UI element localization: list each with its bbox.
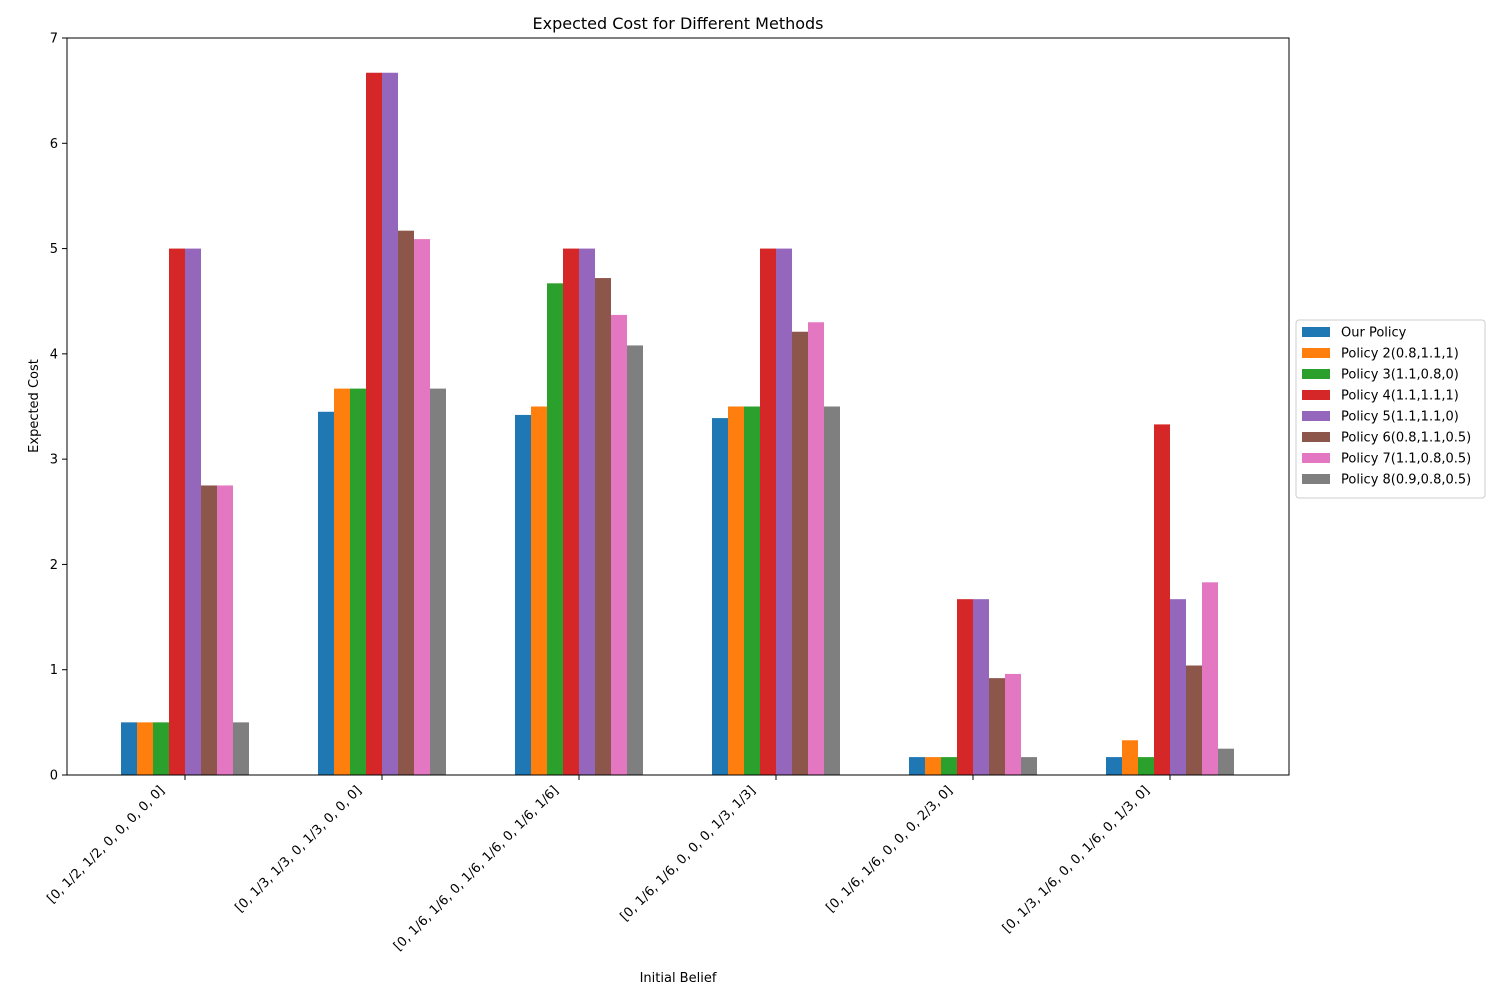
bar-3-6 <box>1138 757 1154 775</box>
bar-5-1 <box>185 248 201 776</box>
y-tick-label: 7 <box>50 32 58 47</box>
bar-8-6 <box>1218 748 1234 775</box>
y-tick-label: 0 <box>50 769 58 784</box>
x-tick-label: [0, 1/6, 1/6, 0, 0, 0, 1/3, 1/3] <box>618 783 759 924</box>
legend-label: Policy 2(0.8,1.1,1) <box>1341 347 1459 362</box>
bar-2-3 <box>531 406 547 775</box>
y-tick-label: 3 <box>50 453 58 468</box>
bar-7-5 <box>1005 673 1021 775</box>
bar-7-4 <box>808 322 824 775</box>
bar-1-4 <box>712 418 728 775</box>
bar-8-5 <box>1021 757 1037 775</box>
bar-8-4 <box>824 406 840 775</box>
y-tick-label: 1 <box>50 663 58 678</box>
y-tick-label: 5 <box>50 242 58 257</box>
x-tick-label: [0, 1/2, 1/2, 0, 0, 0, 0, 0] <box>44 783 167 906</box>
bar-5-4 <box>776 248 792 776</box>
bar-4-1 <box>169 248 185 776</box>
bar-3-2 <box>350 388 366 775</box>
bars-group <box>121 72 1234 776</box>
chart-title: Expected Cost for Different Methods <box>532 14 823 33</box>
bar-5-2 <box>382 72 398 776</box>
legend-swatch <box>1302 432 1330 442</box>
bar-6-5 <box>989 678 1005 775</box>
bar-4-3 <box>563 248 579 776</box>
bar-3-1 <box>153 722 169 775</box>
bar-7-3 <box>611 314 627 775</box>
y-axis: 0 1 2 3 4 5 6 7 <box>50 32 67 784</box>
legend-swatch <box>1302 348 1330 358</box>
y-axis-label: Expected Cost <box>27 359 42 453</box>
legend-label: Policy 7(1.1,0.8,0.5) <box>1341 452 1471 467</box>
bar-4-6 <box>1154 424 1170 775</box>
y-tick-label: 4 <box>50 347 58 362</box>
legend-label: Policy 6(0.8,1.1,0.5) <box>1341 431 1471 446</box>
legend: Our Policy Policy 2(0.8,1.1,1) Policy 3(1.… <box>1295 319 1486 499</box>
bar-1-2 <box>318 411 334 775</box>
bar-6-2 <box>398 230 414 775</box>
x-axis-label: Initial Belief <box>640 971 717 986</box>
bar-1-1 <box>121 722 137 775</box>
bar-7-6 <box>1202 582 1218 775</box>
bar-4-2 <box>366 72 382 776</box>
bar-1-5 <box>909 757 925 775</box>
bar-1-6 <box>1106 757 1122 775</box>
bar-7-1 <box>217 485 233 775</box>
legend-swatch <box>1302 411 1330 421</box>
legend-label: Our Policy <box>1341 326 1407 341</box>
bar-6-6 <box>1186 665 1202 775</box>
bar-6-3 <box>595 278 611 775</box>
bar-3-4 <box>744 406 760 775</box>
bar-2-4 <box>728 406 744 775</box>
x-tick-label: [0, 1/6, 1/6, 0, 1/6, 1/6, 0, 1/6, 1/6] <box>391 783 562 954</box>
legend-box <box>1295 319 1486 499</box>
legend-swatch <box>1302 369 1330 379</box>
x-tick-label: [0, 1/3, 1/3, 0, 1/3, 0, 0, 0] <box>233 783 365 915</box>
bar-5-6 <box>1170 599 1186 775</box>
bar-7-2 <box>414 239 430 776</box>
bar-8-2 <box>430 388 446 775</box>
x-tick-label: [0, 1/3, 1/6, 0, 0, 1/6, 0, 1/3, 0] <box>1000 783 1153 936</box>
legend-label: Policy 5(1.1,1.1,0) <box>1341 410 1459 425</box>
bar-6-4 <box>792 331 808 775</box>
legend-label: Policy 3(1.1,0.8,0) <box>1341 368 1459 383</box>
bar-3-5 <box>941 757 957 775</box>
bar-8-1 <box>233 722 249 775</box>
x-tick-label: [0, 1/6, 1/6, 0, 0, 0, 2/3, 0] <box>824 783 956 915</box>
bar-6-1 <box>201 485 217 775</box>
bar-2-1 <box>137 722 153 775</box>
bar-1-3 <box>515 414 531 775</box>
legend-swatch <box>1302 327 1330 337</box>
legend-swatch <box>1302 474 1330 484</box>
bar-8-3 <box>627 345 643 775</box>
bar-4-5 <box>957 599 973 775</box>
legend-swatch <box>1302 390 1330 400</box>
x-axis: [0, 1/2, 1/2, 0, 0, 0, 0, 0] [0, 1/3, 1/3… <box>44 775 1171 954</box>
bar-5-5 <box>973 599 989 775</box>
legend-label: Policy 4(1.1,1.1,1) <box>1341 389 1459 404</box>
y-tick-label: 2 <box>50 558 58 573</box>
bar-5-3 <box>579 248 595 776</box>
bar-2-2 <box>334 388 350 775</box>
legend-swatch <box>1302 453 1330 463</box>
bar-2-5 <box>925 757 941 775</box>
bar-3-3 <box>547 283 563 775</box>
y-tick-label: 6 <box>50 137 58 152</box>
bar-4-4 <box>760 248 776 776</box>
bar-2-6 <box>1122 740 1138 775</box>
plot-area-frame <box>66 37 1290 776</box>
legend-label: Policy 8(0.9,0.8,0.5) <box>1341 473 1471 488</box>
